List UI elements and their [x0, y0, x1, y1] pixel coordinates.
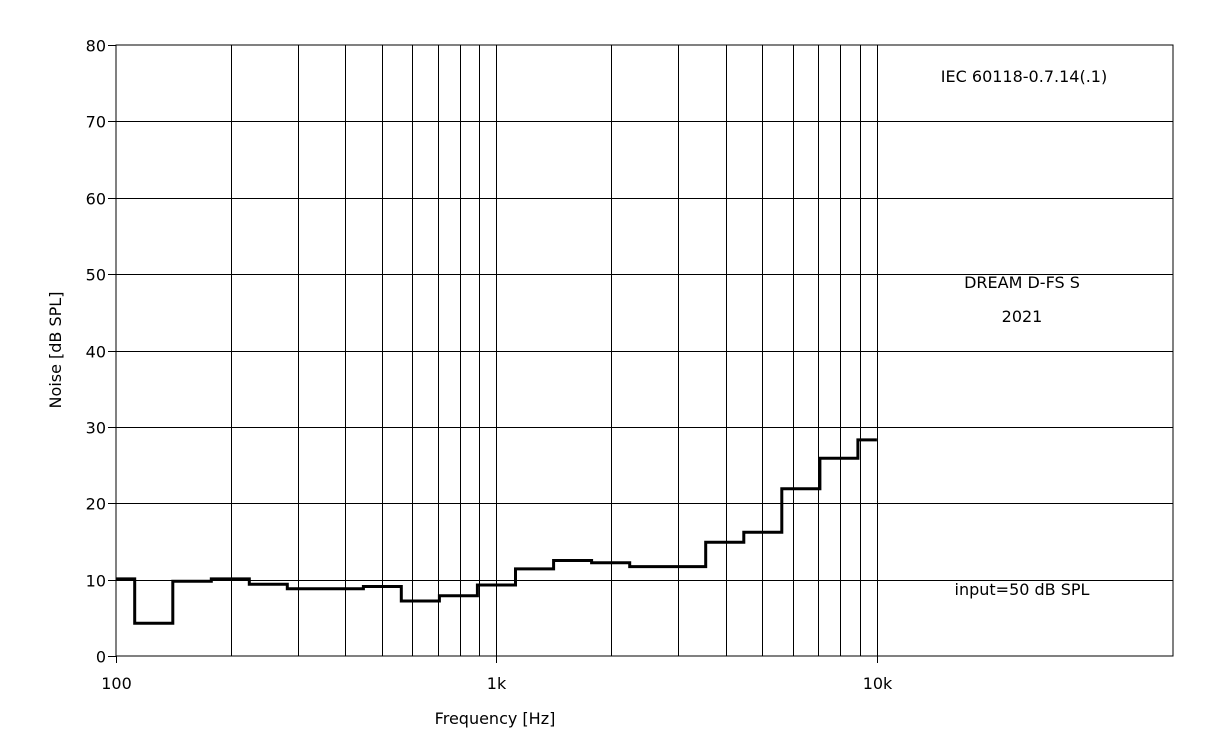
y-tick-label: 60 [86, 190, 106, 209]
y-tick-label: 0 [96, 648, 106, 667]
y-tick-label: 10 [86, 572, 106, 591]
y-tick-label: 20 [86, 495, 106, 514]
series-layer [116, 438, 877, 625]
plot-frame [115, 44, 1174, 657]
x-tick-label: 10k [863, 674, 893, 693]
annotation-standard: IEC 60118-0.7.14(.1) [941, 67, 1107, 86]
y-tick-label: 50 [86, 266, 106, 285]
y-tick-label: 30 [86, 419, 106, 438]
y-tick-label: 40 [86, 343, 106, 362]
x-axis: 100 1k 10k [101, 656, 893, 693]
annotation-model: DREAM D-FS S [964, 273, 1080, 292]
annotation-input: input=50 dB SPL [955, 580, 1090, 599]
grid-lines [116, 45, 1173, 656]
annotation-year: 2021 [1002, 307, 1043, 326]
x-tick-label: 100 [101, 674, 132, 693]
y-axis-title: Noise [dB SPL] [46, 292, 65, 409]
y-axis: 0 10 20 30 40 50 60 70 80 [86, 37, 116, 667]
x-tick-label: 1k [487, 674, 507, 693]
x-axis-title: Frequency [Hz] [435, 709, 556, 728]
series-line [116, 438, 877, 625]
y-tick-label: 80 [86, 37, 106, 56]
y-tick-label: 70 [86, 113, 106, 132]
